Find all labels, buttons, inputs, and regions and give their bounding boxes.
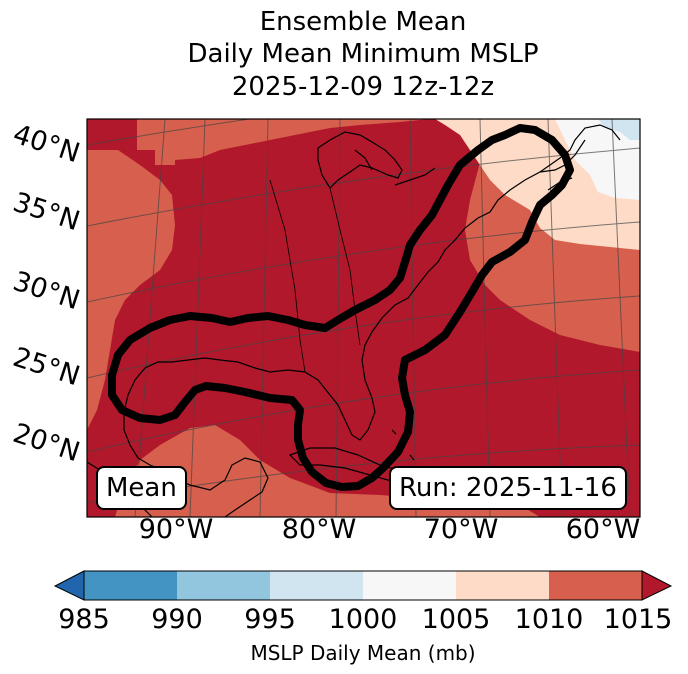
mean-label-box: Mean [96, 466, 187, 510]
title-line-2: Daily Mean Minimum MSLP [187, 39, 539, 69]
colorbar-segment-1000 [363, 571, 456, 600]
colorbar-segment-995 [270, 571, 363, 600]
colorbar-over-arrow [641, 570, 673, 601]
colorbar-tick-1000: 1000 [328, 604, 398, 635]
map-area [87, 119, 640, 517]
lon-label-60: 60°W [565, 514, 641, 545]
great-lakes [317, 131, 403, 189]
lon-label-90: 90°W [138, 514, 214, 545]
gulf-coast [123, 357, 331, 471]
colorbar-tick-985: 985 [58, 604, 110, 635]
map-frame [86, 118, 641, 518]
colorbar-frame [83, 570, 643, 601]
colorbar-tick-1005: 1005 [421, 604, 491, 635]
region-995 [598, 119, 640, 140]
colorbar-under-arrow [53, 570, 85, 601]
run-date-box: Run: 2025-11-16 [389, 466, 627, 510]
colorbar-segment-985 [84, 571, 177, 600]
yucatan [161, 457, 269, 517]
colorbar-tick-990: 990 [151, 604, 203, 635]
east-coast [329, 139, 586, 441]
nova-scotia [539, 124, 621, 173]
colorbar-label: MSLP Daily Mean (mb) [250, 641, 476, 665]
lon-label-80: 80°W [281, 514, 357, 545]
colorbar-segment-990 [177, 571, 270, 600]
colorbar-segment-1010 [549, 571, 642, 600]
title-line-1: Ensemble Mean [259, 7, 467, 37]
region-1015 [87, 119, 640, 517]
colorbar-segment-1005 [456, 571, 549, 600]
title-line-3: 2025-12-09 12z-12z [231, 72, 495, 102]
lon-label-70: 70°W [423, 514, 499, 545]
colorbar-tick-1015: 1015 [603, 604, 673, 635]
colorbar [53, 570, 673, 601]
contour-outline [108, 124, 574, 491]
colorbar-tick-995: 995 [244, 604, 296, 635]
colorbar-tick-1010: 1010 [514, 604, 584, 635]
